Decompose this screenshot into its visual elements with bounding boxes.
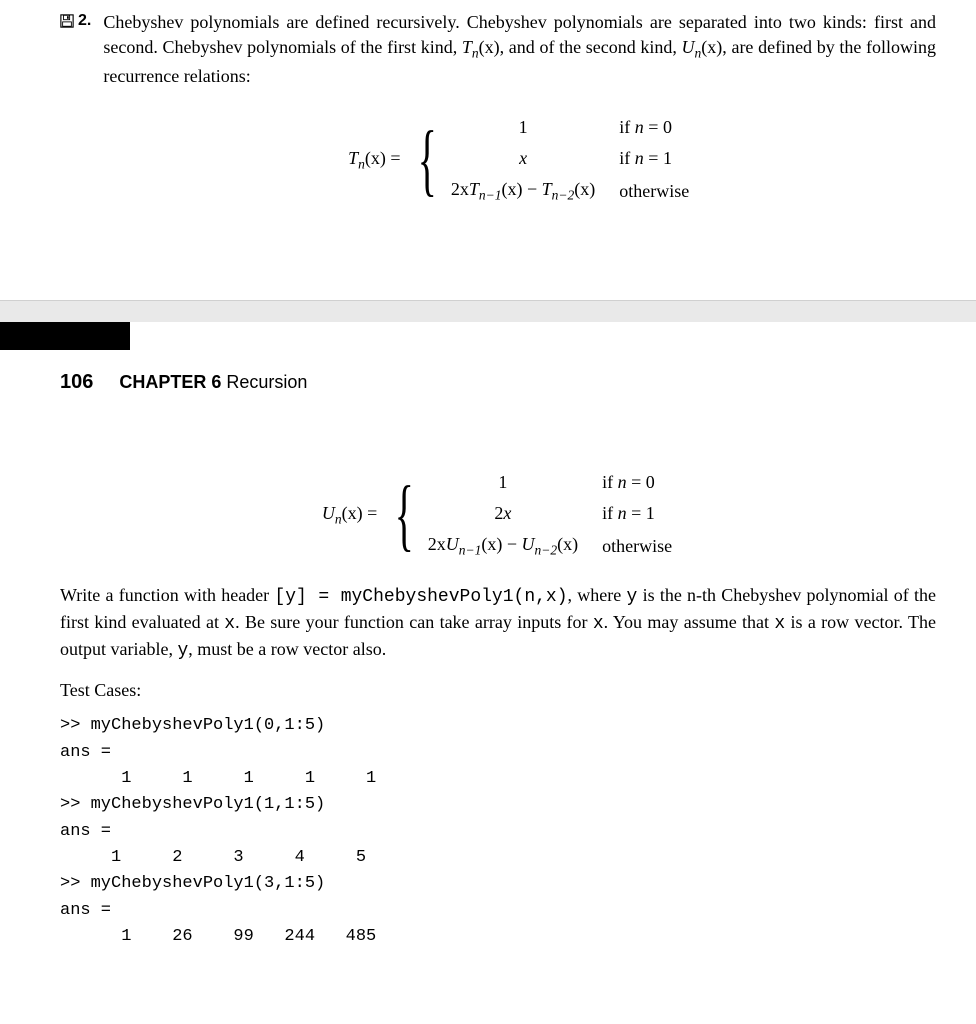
eqU-r3-sub2: n−2 bbox=[534, 543, 557, 558]
eqT-r1c: if n = 0 bbox=[619, 117, 672, 137]
page-tab bbox=[0, 322, 130, 350]
eqU-r3c: otherwise bbox=[602, 530, 672, 562]
eqT-lhs: Tn(x) = bbox=[348, 146, 400, 174]
brace-icon: { bbox=[418, 130, 437, 190]
eqT-r3c: otherwise bbox=[619, 175, 689, 207]
eqT-r3v: 2xTn−1(x) − Tn−2(x) bbox=[451, 175, 617, 207]
chapter-header: 106 CHAPTER 6 Recursion bbox=[60, 368, 936, 396]
tp-y2: y bbox=[177, 641, 188, 661]
test-cases-heading: Test Cases: bbox=[60, 678, 936, 703]
eqU-r2c: if n = 1 bbox=[602, 503, 655, 523]
tp-x3: x bbox=[774, 614, 785, 634]
eqT-lhs-sym: T bbox=[348, 148, 358, 168]
eqT-r2c: if n = 1 bbox=[619, 148, 672, 168]
eqU-cases: 1 if n = 0 2x if n = 1 2xUn−1(x) − Un−2(… bbox=[426, 466, 674, 565]
code-header: [y] = myChebyshevPoly1(n,x) bbox=[274, 587, 567, 607]
eqU-r3v: 2xUn−1(x) − Un−2(x) bbox=[428, 530, 600, 562]
tp-y: y bbox=[627, 587, 638, 607]
eqU-lhs-arg: (x) = bbox=[342, 503, 378, 523]
eqT-r1v: 1 bbox=[451, 113, 617, 142]
test-cases-code: >> myChebyshevPoly1(0,1:5) ans = 1 1 1 1… bbox=[60, 713, 936, 950]
tp1: Write a function with header bbox=[60, 585, 274, 605]
eqU-r3-sub1: n−1 bbox=[459, 543, 482, 558]
eqT-lhs-sub: n bbox=[358, 157, 365, 172]
eqT-r3-pre: 2x bbox=[451, 179, 469, 199]
equation-Un: Un(x) = { 1 if n = 0 2x if n = 1 2xUn−1(… bbox=[60, 466, 936, 565]
Un-arg: (x) bbox=[701, 37, 722, 57]
eqU-lhs: Un(x) = bbox=[322, 501, 377, 529]
eqU-lhs-sub: n bbox=[335, 512, 342, 527]
eqU-r2v: 2x bbox=[494, 503, 511, 523]
Tn-sub: n bbox=[472, 46, 479, 61]
Un-sym: U bbox=[682, 37, 695, 57]
page-gap bbox=[0, 300, 976, 322]
brace-icon: { bbox=[395, 485, 414, 545]
tp2: , where bbox=[568, 585, 627, 605]
tp4: . Be sure your function can take array i… bbox=[235, 612, 593, 632]
eqT-r3-post: (x) bbox=[574, 179, 595, 199]
tp-x2: x bbox=[593, 614, 604, 634]
eqT-lhs-arg: (x) = bbox=[365, 148, 401, 168]
eqU-r1v: 1 bbox=[428, 468, 600, 497]
problem-row: 2. Chebyshev polynomials are defined rec… bbox=[60, 10, 936, 210]
page-bottom: 106 CHAPTER 6 Recursion Un(x) = { 1 if n… bbox=[0, 350, 976, 981]
chapter-rest: Recursion bbox=[221, 372, 307, 392]
chapter-label: CHAPTER 6 Recursion bbox=[119, 370, 307, 395]
disk-icon bbox=[60, 14, 74, 28]
tp7: , must be a row vector also. bbox=[188, 639, 386, 659]
eqT-r3-s2: T bbox=[542, 179, 552, 199]
page-top: 2. Chebyshev polynomials are defined rec… bbox=[0, 0, 976, 300]
eqU-r1c: if n = 0 bbox=[602, 472, 655, 492]
problem-number-text: 2. bbox=[78, 10, 91, 32]
t2: , and of the second kind, bbox=[500, 37, 682, 57]
eqU-r3-s2: U bbox=[521, 534, 534, 554]
page-number: 106 bbox=[60, 368, 93, 396]
eqU-r3-post: (x) bbox=[557, 534, 578, 554]
eqT-r3-mid: (x) − bbox=[502, 179, 542, 199]
task-paragraph: Write a function with header [y] = myChe… bbox=[60, 583, 936, 665]
eqT-r2v: x bbox=[519, 148, 527, 168]
Tn-arg: (x) bbox=[479, 37, 500, 57]
eqU-lhs-sym: U bbox=[322, 503, 335, 523]
tp5: . You may assume that bbox=[604, 612, 775, 632]
eqT-r3-s1: T bbox=[469, 179, 479, 199]
eqT-r3-sub1: n−1 bbox=[479, 188, 502, 203]
eqU-r3-mid: (x) − bbox=[481, 534, 521, 554]
eqT-cases: 1 if n = 0 x if n = 1 2xTn−1(x) − Tn−2(x… bbox=[449, 111, 691, 210]
problem-number: 2. bbox=[60, 10, 91, 32]
Tn-sym: T bbox=[462, 37, 472, 57]
equation-Tn: Tn(x) = { 1 if n = 0 x if n = 1 bbox=[103, 111, 936, 210]
eqU-r3-s1: U bbox=[446, 534, 459, 554]
problem-text: Chebyshev polynomials are defined recurs… bbox=[103, 10, 936, 210]
tp-x1: x bbox=[224, 614, 235, 634]
chapter-bold: CHAPTER 6 bbox=[119, 372, 221, 392]
eqU-r3-pre: 2x bbox=[428, 534, 446, 554]
eqT-r3-sub2: n−2 bbox=[552, 188, 575, 203]
